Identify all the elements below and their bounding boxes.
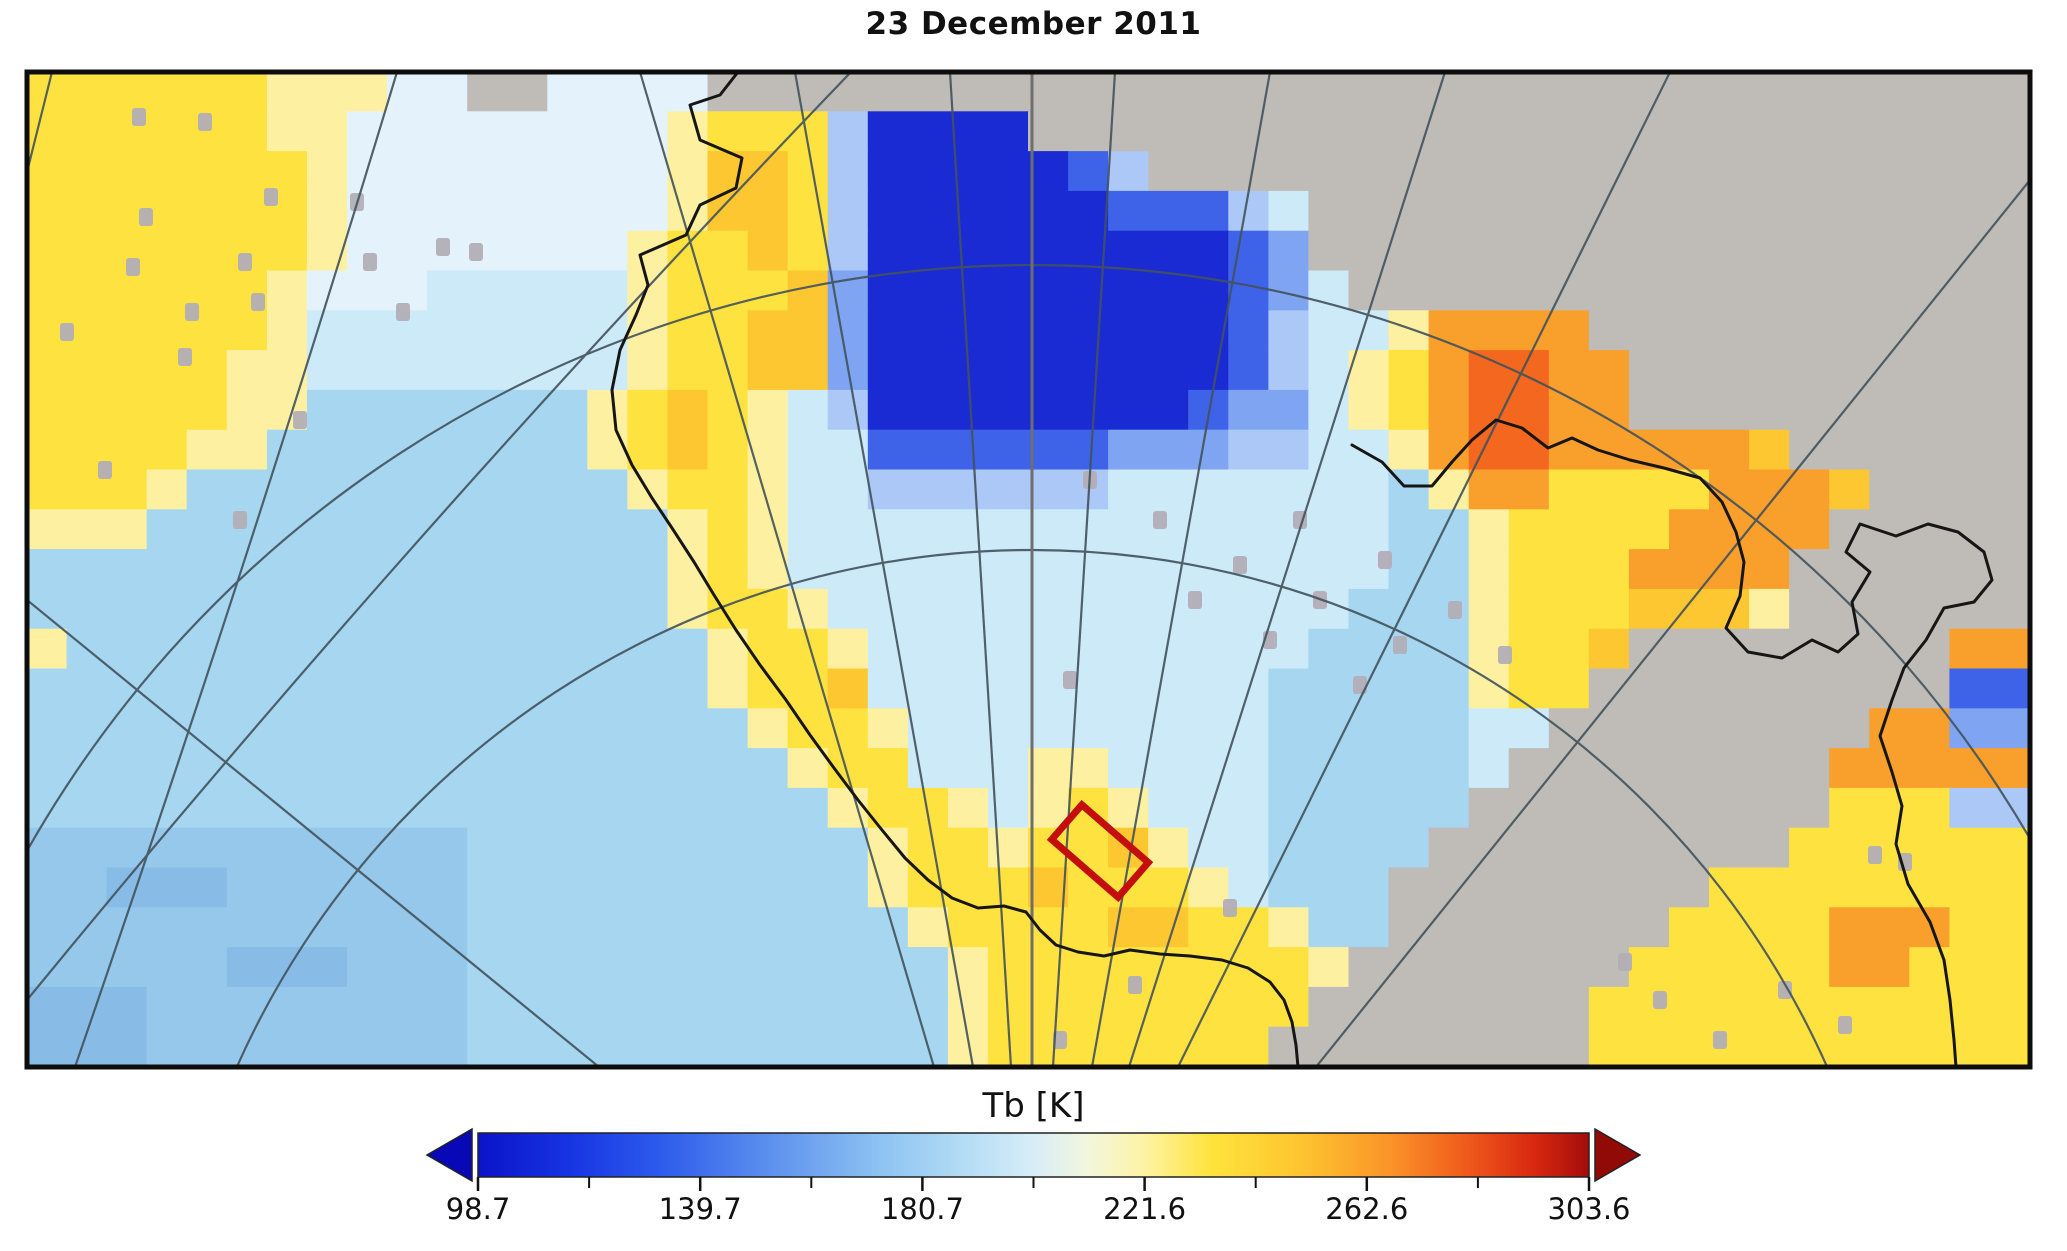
map-content — [27, 72, 2030, 1067]
colorbar-tick-label: 221.6 — [1103, 1192, 1186, 1226]
coastline — [610, 72, 1994, 1067]
colorbar: 98.7 139.7 180.7 221.6 262.6 303.6 — [425, 1127, 1642, 1226]
colorbar-tick-label: 180.7 — [881, 1192, 964, 1226]
figure-date-title: 23 December 2011 — [865, 6, 1202, 42]
colorbar-right-arrow-icon — [1594, 1127, 1642, 1183]
colorbar-title: Tb [K] — [982, 1086, 1085, 1126]
colorbar-tick-label: 139.7 — [659, 1192, 742, 1226]
colorbar-tick-label: 262.6 — [1325, 1192, 1408, 1226]
study-area-box — [1046, 799, 1154, 903]
colorbar-tick-label: 303.6 — [1547, 1192, 1630, 1226]
colorbar-left-arrow-icon — [425, 1127, 473, 1183]
colorbar-gradient-bar — [477, 1132, 1590, 1178]
map-frame — [24, 69, 2033, 1070]
colorbar-tick-label: 98.7 — [446, 1192, 511, 1226]
temperature-grid — [27, 72, 2030, 1067]
